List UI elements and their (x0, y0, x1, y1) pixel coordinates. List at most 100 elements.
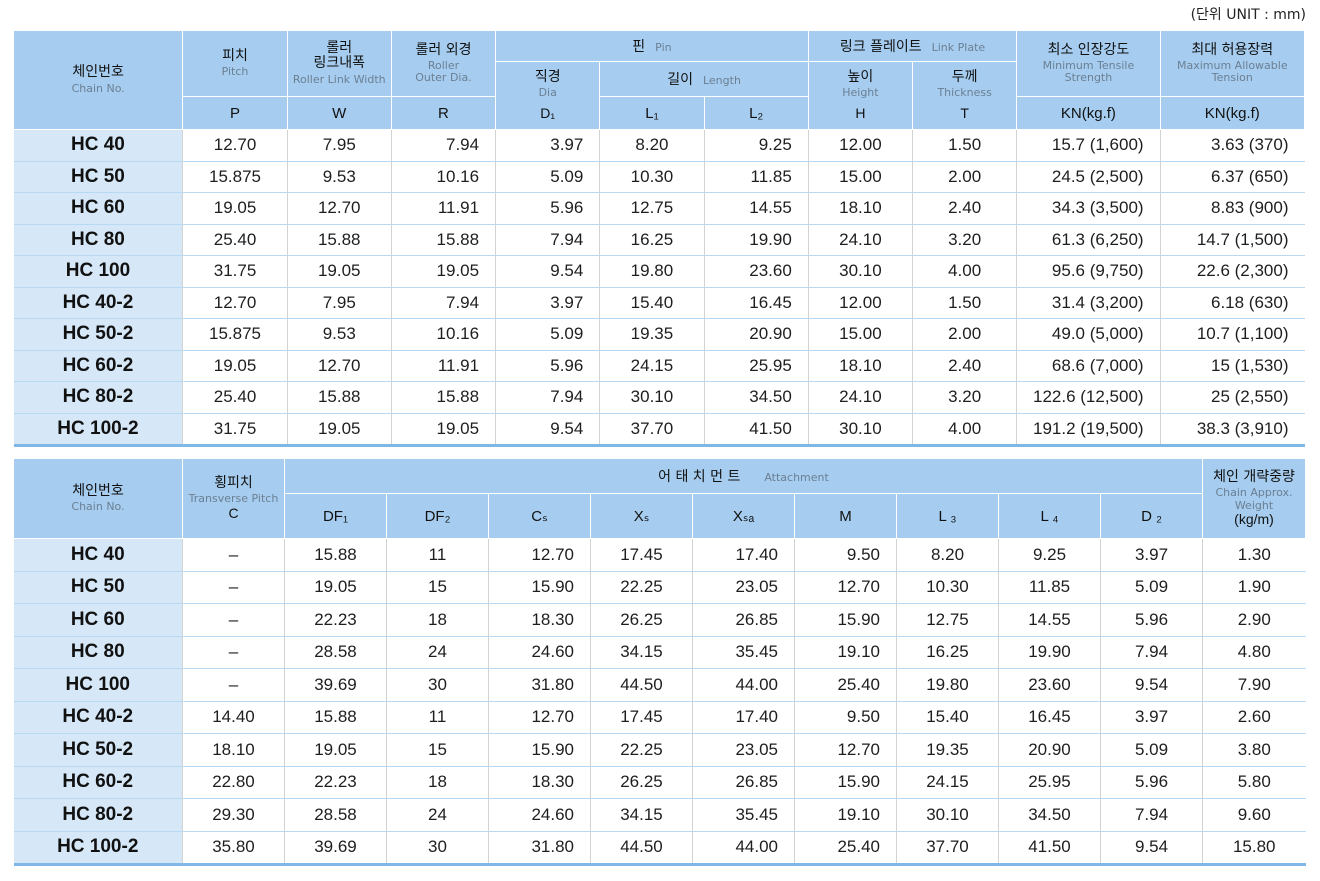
table-row: HC 100-2 31.75 19.05 19.05 9.54 37.70 41.50 30.… (13, 413, 1305, 447)
table-cell: 30.10 (896, 798, 999, 832)
header-pin-length: 길이 Length (599, 61, 809, 97)
table-cell: 23.60 (703, 255, 809, 288)
table-cell: 19.80 (599, 255, 705, 288)
table-cell: 15.88 (390, 224, 496, 256)
table-cell: 17.45 (590, 538, 693, 572)
table-cell: 12.75 (599, 192, 705, 225)
table-cell: 9.25 (998, 538, 1101, 572)
header-cs: Cₛ (488, 493, 591, 539)
table-cell: 8.20 (896, 538, 999, 572)
chain-no-cell: HC 100 (13, 668, 183, 702)
table-cell: 15 (386, 571, 489, 604)
table-cell: 15.90 (794, 766, 897, 799)
table-cell: 28.58 (284, 798, 387, 832)
table-cell: 12.70 (182, 287, 288, 319)
table-cell: 22.23 (284, 603, 387, 637)
table-cell: 9.50 (794, 538, 897, 572)
table-cell: 5.09 (495, 318, 600, 351)
table-cell: 3.80 (1202, 733, 1306, 767)
table-cell: 15.80 (1202, 831, 1306, 866)
table-cell: 3.20 (912, 224, 1017, 256)
header-pitch: 피치 Pitch (182, 30, 288, 97)
table-row: HC 80–28.58 24 24.60 34.15 35.45 19.10 16.25 19… (13, 636, 1306, 669)
table-cell: 18.30 (488, 766, 591, 799)
header-roller-link-width: 롤러 링크내폭 Roller Link Width (286, 30, 392, 97)
table-cell: 24.5 (2,500) (1016, 161, 1161, 193)
header-weight: 체인 개략중량 Chain Approx. Weight (kg/m) (1202, 458, 1306, 539)
table-cell: 12.70 (794, 733, 897, 767)
table-row: HC 60-2 22.80 22.23 18 18.30 26.25 26.85 15.90 2… (13, 766, 1306, 799)
table-cell: 35.80 (182, 831, 285, 866)
table-cell: 19.05 (390, 413, 496, 447)
table-cell: 15.90 (794, 603, 897, 637)
table-cell: 11 (386, 701, 489, 734)
table-cell: 19.05 (286, 255, 392, 288)
table-row: HC 40–15.88 11 12.70 17.45 17.40 9.50 8.20 9.25… (13, 538, 1306, 572)
table-cell: 19.90 (703, 224, 809, 256)
table-cell: 34.50 (998, 798, 1101, 832)
header-chain-no-2: 체인번호 Chain No. (13, 458, 183, 539)
table-cell: 16.25 (599, 224, 705, 256)
table-cell: 2.40 (912, 350, 1017, 382)
table-cell: 14.55 (998, 603, 1101, 637)
table-cell: 9.25 (703, 129, 809, 162)
header-l3: L ₃ (896, 493, 999, 539)
header-sym-l1: L₁ (599, 96, 705, 130)
table-cell: 1.50 (912, 129, 1017, 162)
table-cell: 5.09 (1100, 571, 1203, 604)
table-cell: 31.75 (182, 255, 288, 288)
table-cell: 5.80 (1202, 766, 1306, 799)
table-cell: 1.50 (912, 287, 1017, 319)
table-cell: 19.05 (182, 350, 288, 382)
table-cell: 41.50 (703, 413, 809, 447)
table-cell: 15.00 (807, 161, 913, 193)
header-height: 높이 Height H (807, 61, 914, 130)
header-sym-l2: L₂ (703, 96, 809, 130)
table-cell: 16.25 (896, 636, 999, 669)
table-cell: 3.97 (495, 287, 600, 319)
table-cell: 44.00 (692, 831, 795, 866)
table-cell: 4.00 (912, 255, 1017, 288)
table-cell: 23.60 (998, 668, 1101, 702)
table-cell: 31.4 (3,200) (1016, 287, 1161, 319)
table-cell: 15.875 (182, 318, 288, 351)
table-cell: 29.30 (182, 798, 285, 832)
table-cell: 7.94 (495, 224, 600, 256)
table-cell: 19.05 (284, 733, 387, 767)
table-cell: 30 (386, 668, 489, 702)
chain-no-cell: HC 50-2 (13, 733, 183, 767)
table-cell: 20.90 (703, 318, 809, 351)
table-cell: 28.58 (284, 636, 387, 669)
chain-no-cell: HC 60 (13, 192, 183, 225)
table-cell: 23.05 (692, 733, 795, 767)
table-cell: 25.40 (794, 668, 897, 702)
table-row: HC 100-2 35.80 39.69 30 31.80 44.50 44.00 25.40… (13, 831, 1306, 866)
table-cell: 49.0 (5,000) (1016, 318, 1161, 351)
chain-no-cell: HC 40 (13, 538, 183, 572)
table-cell: – (182, 668, 285, 702)
table-cell: 2.60 (1202, 701, 1306, 734)
table-cell: – (182, 571, 285, 604)
table-cell: 19.05 (284, 571, 387, 604)
table-row: HC 60-2 19.05 12.70 11.91 5.96 24.15 25.95 18.1… (13, 350, 1305, 382)
table-cell: 5.96 (1100, 603, 1203, 637)
table-cell: 8.20 (599, 129, 705, 162)
table-cell: 6.37 (650) (1159, 161, 1305, 193)
table-cell: 2.00 (912, 318, 1017, 351)
table-cell: 2.00 (912, 161, 1017, 193)
table-cell: 9.54 (1100, 831, 1203, 866)
chain-no-cell: HC 50 (13, 571, 183, 604)
table-cell: 18 (386, 603, 489, 637)
chain-spec-table: 체인번호 Chain No. 피치 Pitch 롤러 링크내폭 Roller L… (12, 30, 1306, 447)
table-cell: 4.00 (912, 413, 1017, 447)
table-cell: 1.30 (1202, 538, 1306, 572)
table-cell: 18 (386, 766, 489, 799)
table-cell: – (182, 603, 285, 637)
table-cell: 7.94 (1100, 798, 1203, 832)
table-cell: 10.16 (390, 318, 496, 351)
chain-no-cell: HC 40-2 (13, 701, 183, 734)
table-cell: 22.6 (2,300) (1159, 255, 1305, 288)
header-d2: D ₂ (1100, 493, 1203, 539)
table-cell: 12.70 (488, 538, 591, 572)
chain-no-cell: HC 40 (13, 129, 183, 162)
